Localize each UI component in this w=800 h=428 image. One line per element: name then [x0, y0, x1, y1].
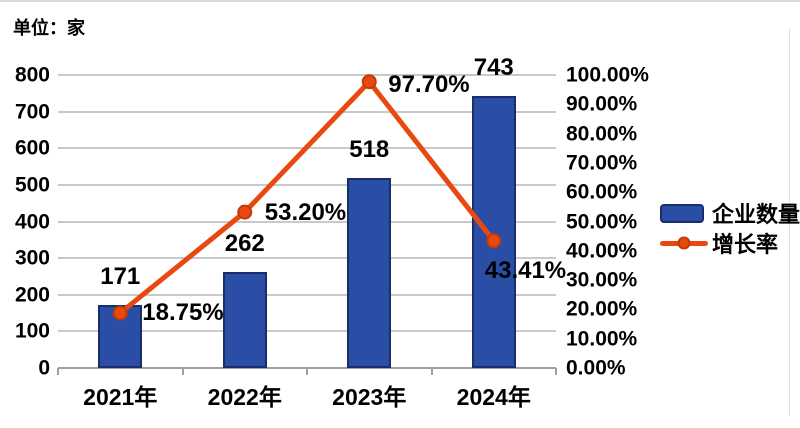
x-axis-category-label: 2023年	[332, 384, 407, 410]
legend-label-growth-rate: 增长率	[712, 232, 779, 257]
right-axis-tick-label: 70.00%	[566, 151, 638, 175]
x-axis-tick	[430, 368, 433, 375]
growth-rate-value-label: 18.75%	[142, 299, 224, 327]
right-axis-tick-label: 40.00%	[566, 239, 638, 263]
legend-item-enterprises: 企业数量	[660, 198, 800, 228]
gridline	[58, 330, 556, 333]
line-series-swatch	[660, 234, 708, 253]
x-axis-category-label: 2024年	[456, 384, 531, 410]
gridline	[58, 74, 556, 76]
right-axis-tick-label: 90.00%	[566, 92, 638, 116]
line-swatch-marker-icon	[677, 236, 691, 250]
left-axis-tick-label: 800	[14, 63, 50, 87]
bar-2022年	[222, 272, 267, 368]
line-marker-icon	[237, 204, 253, 220]
bar-2024年	[471, 95, 516, 368]
left-axis-tick-label: 300	[14, 246, 50, 270]
right-axis-tick-label: 80.00%	[566, 122, 638, 146]
page-border-right	[789, 28, 790, 416]
x-axis-tick	[555, 368, 557, 375]
growth-rate-value-label: 43.41%	[484, 256, 567, 284]
bar-value-label: 262	[224, 230, 265, 258]
page-border-top	[0, 0, 800, 2]
growth-rate-value-label: 97.70%	[388, 70, 470, 98]
line-marker-icon	[486, 233, 502, 249]
bar-value-label: 518	[349, 136, 390, 164]
legend: 企业数量 增长率	[660, 198, 800, 258]
left-axis-tick-label: 100	[14, 319, 50, 343]
x-axis-tick	[181, 368, 184, 375]
growth-rate-line	[112, 74, 502, 321]
x-axis-tick	[306, 368, 308, 375]
gridline	[58, 293, 556, 296]
left-axis-tick-label: 700	[14, 100, 50, 124]
gridline	[58, 110, 556, 113]
right-axis-tick-label: 20.00%	[566, 297, 638, 321]
x-axis-tick	[57, 368, 59, 375]
bar-series-swatch	[660, 203, 704, 223]
bar-value-label: 743	[473, 53, 514, 81]
right-axis-tick-label: 60.00%	[566, 180, 638, 204]
right-axis-tick-label: 100.00%	[566, 63, 649, 87]
gridline	[58, 183, 556, 186]
left-axis-tick-label: 600	[14, 136, 50, 160]
legend-item-growth-rate: 增长率	[660, 228, 800, 258]
bar-value-label: 171	[100, 263, 141, 291]
line-marker-icon	[361, 74, 377, 90]
gridline	[58, 257, 556, 260]
left-axis-tick-label: 400	[14, 210, 50, 233]
line-marker-icon	[112, 305, 128, 321]
line-path	[117, 79, 497, 316]
right-axis-tick-label: 0.00%	[566, 356, 626, 380]
gridline	[58, 220, 556, 223]
bar-2023年	[347, 178, 392, 368]
right-axis-tick-label: 30.00%	[566, 268, 638, 292]
right-axis-tick-label: 10.00%	[566, 327, 638, 351]
left-axis-tick-label: 200	[14, 283, 50, 307]
growth-rate-value-label: 53.20%	[264, 199, 347, 227]
x-axis-category-label: 2021年	[83, 384, 158, 410]
legend-label-enterprises: 企业数量	[712, 202, 800, 227]
left-axis-tick-label: 500	[14, 173, 50, 197]
unit-label: 单位：家	[13, 18, 85, 38]
x-axis-category-label: 2022年	[207, 384, 282, 410]
right-axis-tick-label: 50.00%	[566, 210, 638, 233]
left-axis-tick-label: 0	[38, 356, 50, 380]
